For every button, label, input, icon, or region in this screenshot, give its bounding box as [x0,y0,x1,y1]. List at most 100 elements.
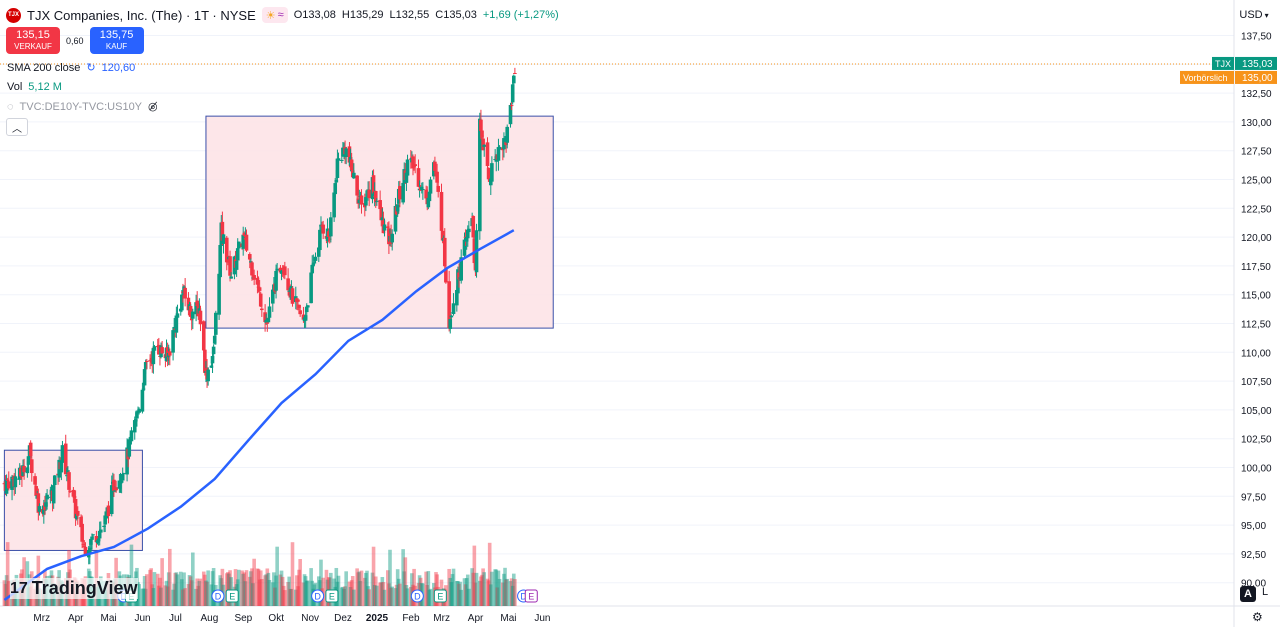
volume-legend[interactable]: Vol 5,12 M [7,81,62,93]
candle-body [129,430,134,442]
candle-body [349,159,354,171]
volume-bar [470,568,474,606]
candle-body [416,168,421,187]
candle-body [98,529,103,533]
volume-bar [244,570,249,606]
volume-bar [275,546,279,606]
candle-body [464,236,469,242]
currency-selector[interactable]: USD ▾ [1236,5,1272,25]
candle-body [364,197,368,206]
volume-bar [401,549,405,606]
volume-bar [228,570,232,606]
candle-body [71,489,76,497]
volume-bar [396,578,401,606]
candle-body [209,365,214,368]
tradingview-logo[interactable]: 17 TradingView [10,578,138,599]
volume-bar [371,546,376,606]
volume-bar [182,572,186,606]
volume-bar [290,542,295,606]
volume-bar [375,585,379,606]
candle-body [94,536,99,543]
earnings-marker[interactable] [225,589,239,603]
candle-body [73,498,78,519]
log-scale-button[interactable]: L [1262,586,1269,598]
volume-bar [241,573,246,606]
volume-bar [304,580,309,606]
refresh-icon[interactable]: ↻ [86,62,96,74]
dividend-marker[interactable] [311,589,325,603]
candle-body [33,476,37,485]
candle-body [180,294,184,311]
candle-body [449,315,454,318]
low-value: L132,55 [389,9,430,21]
compare-legend[interactable]: ◌ TVC:DE10Y-TVC:US10Y ◎̸ [7,100,158,114]
price-tick-label: 105,00 [1241,406,1272,417]
candle-body [298,310,302,315]
candle-body [265,322,270,324]
candle-body [60,445,65,463]
earnings-marker[interactable] [524,589,538,603]
volume-bar [467,588,471,606]
candle-body [510,84,515,103]
candle-body [347,146,352,163]
candle-body [229,276,233,279]
candle-body [395,204,400,212]
volume-bar [270,582,275,606]
buy-button[interactable]: 135,75 KAUF [89,27,144,54]
volume-bar [370,572,375,606]
candle-body [304,307,309,313]
symbol-title[interactable]: TJX Companies, Inc. (The) · 1T · NYSE [27,7,256,23]
high-value: H135,29 [341,9,384,21]
sell-button[interactable]: 135,15 VERKAUF [6,27,60,54]
volume-bar [488,584,493,606]
candle-body [509,105,514,107]
sma-legend[interactable]: SMA 200 close ↻ 120,60 [7,61,135,75]
premarket-badge [1180,70,1234,84]
volume-bar [365,570,369,606]
volume-bar [372,584,377,606]
candle-body [237,241,241,249]
candle-body [503,138,507,142]
volume-bar [242,572,247,606]
collapse-legend-button[interactable]: ︿ [6,118,28,136]
drawing-rectangles[interactable] [3,115,554,551]
candle-body [480,130,484,138]
volume-bar [252,558,256,606]
candle-body [63,443,68,475]
earnings-marker[interactable] [325,589,339,603]
volume-bar [265,568,270,606]
candle-body [75,510,80,516]
volume-bar [355,568,359,606]
volume-bar [201,571,206,606]
volume-bar [409,586,413,606]
earnings-marker[interactable] [433,589,447,603]
candle-body [413,164,417,166]
volume-bar [183,588,187,606]
candle-body [286,278,290,291]
volume-bar [287,576,292,606]
candle-body [296,299,300,302]
volume-bar [473,582,478,606]
auto-scale-button[interactable]: A [1240,586,1256,602]
session-indicator[interactable]: ☀ ≈ [261,7,288,23]
candle-body [81,544,86,546]
candle-body [329,217,333,237]
candle-body [456,269,460,294]
gear-icon[interactable]: ⚙ [1252,610,1263,624]
volume-bar [486,580,491,606]
volume-bar [393,588,398,606]
volume-bar [297,569,301,606]
volume-bar [480,574,484,606]
dividend-marker[interactable] [211,589,225,603]
dividend-marker[interactable] [410,589,424,603]
time-axis[interactable]: Mrz Apr Mai Jun Jul Aug Sep Okt Nov Dez 2025 Feb Mrz… [33,613,550,624]
price-axis[interactable]: 137,50 135,00 132,50 130,00 127,50 125,00 122,… [1180,32,1277,590]
volume-bar [129,544,134,606]
volume-bar [149,568,153,606]
candle-body [465,229,470,239]
candle-body [220,221,225,241]
sell-label: VERKAUF [14,41,52,51]
hidden-eye-icon[interactable]: ◎̸ [148,101,158,113]
time-tick-label: Jun [534,613,550,624]
